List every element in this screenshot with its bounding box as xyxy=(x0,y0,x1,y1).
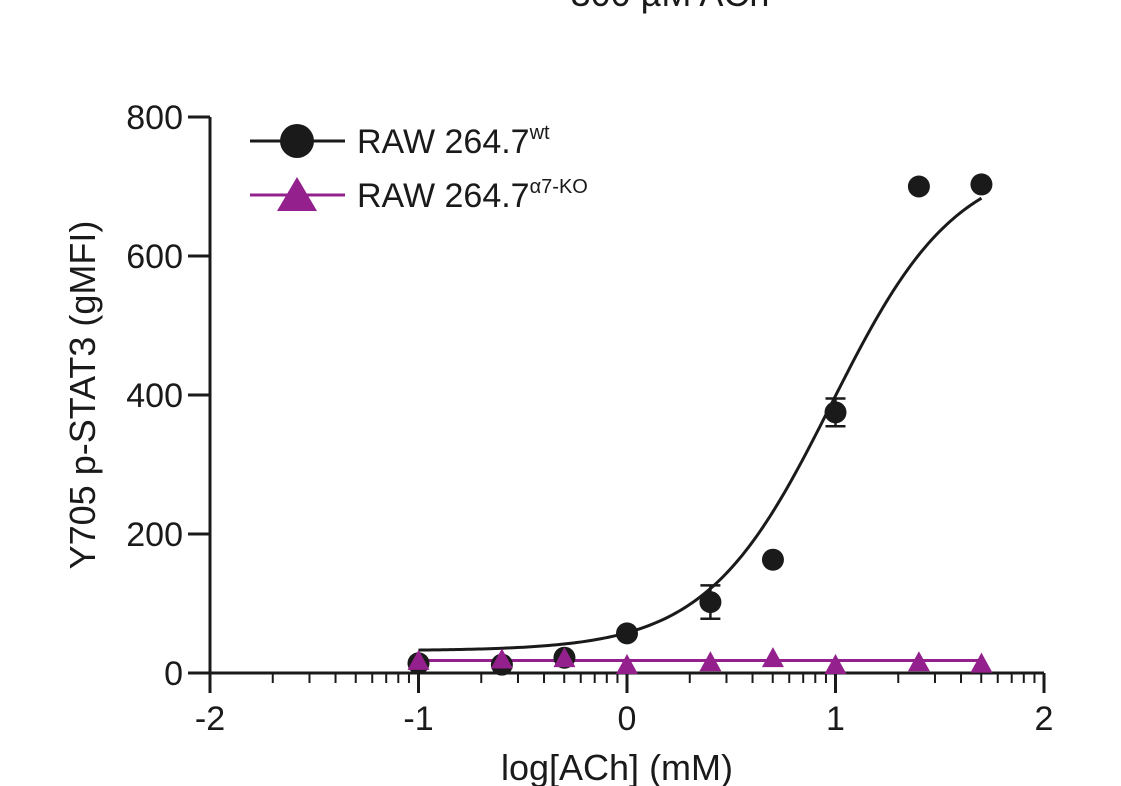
data-point-ko xyxy=(699,651,722,672)
y-axis-label: Y705 p-STAT3 (gMFI) xyxy=(62,221,103,570)
data-point-wt xyxy=(824,401,847,424)
legend-label-wt-base: RAW 264.7 xyxy=(357,123,530,161)
legend-label-wt: RAW 264.7wt xyxy=(357,122,550,161)
data-point-ko xyxy=(970,652,993,673)
x-tick-label: -1 xyxy=(403,700,433,738)
y-tick-label: 200 xyxy=(126,516,183,554)
legend: RAW 264.7wt RAW 264.7α7-KO xyxy=(250,122,588,215)
y-axis: 0 200 400 600 800 xyxy=(126,99,212,693)
plot-area xyxy=(407,173,993,676)
y-tick-label: 0 xyxy=(164,655,183,693)
y-tick-label: 400 xyxy=(126,377,183,415)
data-point-wt xyxy=(970,173,993,196)
legend-label-ko: RAW 264.7α7-KO xyxy=(357,176,588,215)
legend-circle-marker xyxy=(280,124,314,158)
legend-item-ko: RAW 264.7α7-KO xyxy=(250,176,588,215)
legend-label-wt-sup: wt xyxy=(529,122,550,144)
y-tick-label: 800 xyxy=(126,99,183,137)
legend-label-ko-sup: α7-KO xyxy=(530,176,588,198)
data-point-wt xyxy=(699,591,722,614)
y-tick-label: 600 xyxy=(126,238,183,276)
legend-item-wt: RAW 264.7wt xyxy=(250,122,550,161)
x-tick-label: 1 xyxy=(826,700,845,738)
data-point-ko xyxy=(824,654,847,675)
x-tick-label: 2 xyxy=(1035,700,1054,738)
data-point-wt xyxy=(616,622,638,645)
x-tick-label: -2 xyxy=(195,700,225,738)
x-axis: -2 -1 0 1 2 xyxy=(195,671,1054,738)
data-point-ko xyxy=(616,654,638,675)
data-point-wt xyxy=(907,175,930,198)
x-axis-label: log[ACh] (mM) xyxy=(501,747,733,786)
data-point-wt xyxy=(761,548,784,571)
legend-triangle-marker xyxy=(277,177,317,211)
data-point-ko xyxy=(907,651,930,672)
data-point-ko xyxy=(761,647,784,668)
data-point-ko xyxy=(407,649,430,670)
chart-title: 300 µM ACh xyxy=(571,0,770,14)
x-tick-label: 0 xyxy=(618,700,637,738)
fit-curve-wt xyxy=(418,196,983,652)
legend-label-ko-base: RAW 264.7 xyxy=(357,177,530,215)
data-point-ko xyxy=(553,647,576,668)
data-point-ko xyxy=(490,648,513,669)
